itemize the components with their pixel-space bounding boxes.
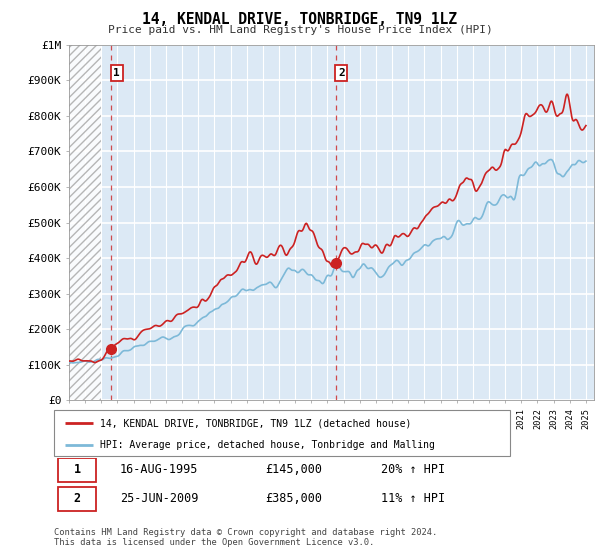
FancyBboxPatch shape (58, 487, 96, 511)
Text: £145,000: £145,000 (265, 463, 322, 476)
Text: 2: 2 (74, 492, 81, 505)
Text: £385,000: £385,000 (265, 492, 322, 505)
FancyBboxPatch shape (54, 410, 510, 456)
Text: 2: 2 (338, 68, 345, 78)
Text: 1: 1 (113, 68, 120, 78)
Bar (69, 45, 101, 400)
Text: Price paid vs. HM Land Registry's House Price Index (HPI): Price paid vs. HM Land Registry's House … (107, 25, 493, 35)
Text: 20% ↑ HPI: 20% ↑ HPI (382, 463, 445, 476)
Text: HPI: Average price, detached house, Tonbridge and Malling: HPI: Average price, detached house, Tonb… (100, 440, 434, 450)
FancyBboxPatch shape (58, 458, 96, 482)
Text: 11% ↑ HPI: 11% ↑ HPI (382, 492, 445, 505)
Text: 14, KENDAL DRIVE, TONBRIDGE, TN9 1LZ (detached house): 14, KENDAL DRIVE, TONBRIDGE, TN9 1LZ (de… (100, 418, 411, 428)
Text: Contains HM Land Registry data © Crown copyright and database right 2024.
This d: Contains HM Land Registry data © Crown c… (54, 528, 437, 547)
Text: 16-AUG-1995: 16-AUG-1995 (120, 463, 199, 476)
Text: 25-JUN-2009: 25-JUN-2009 (120, 492, 199, 505)
Text: 14, KENDAL DRIVE, TONBRIDGE, TN9 1LZ: 14, KENDAL DRIVE, TONBRIDGE, TN9 1LZ (143, 12, 458, 27)
Text: 1: 1 (74, 463, 81, 476)
